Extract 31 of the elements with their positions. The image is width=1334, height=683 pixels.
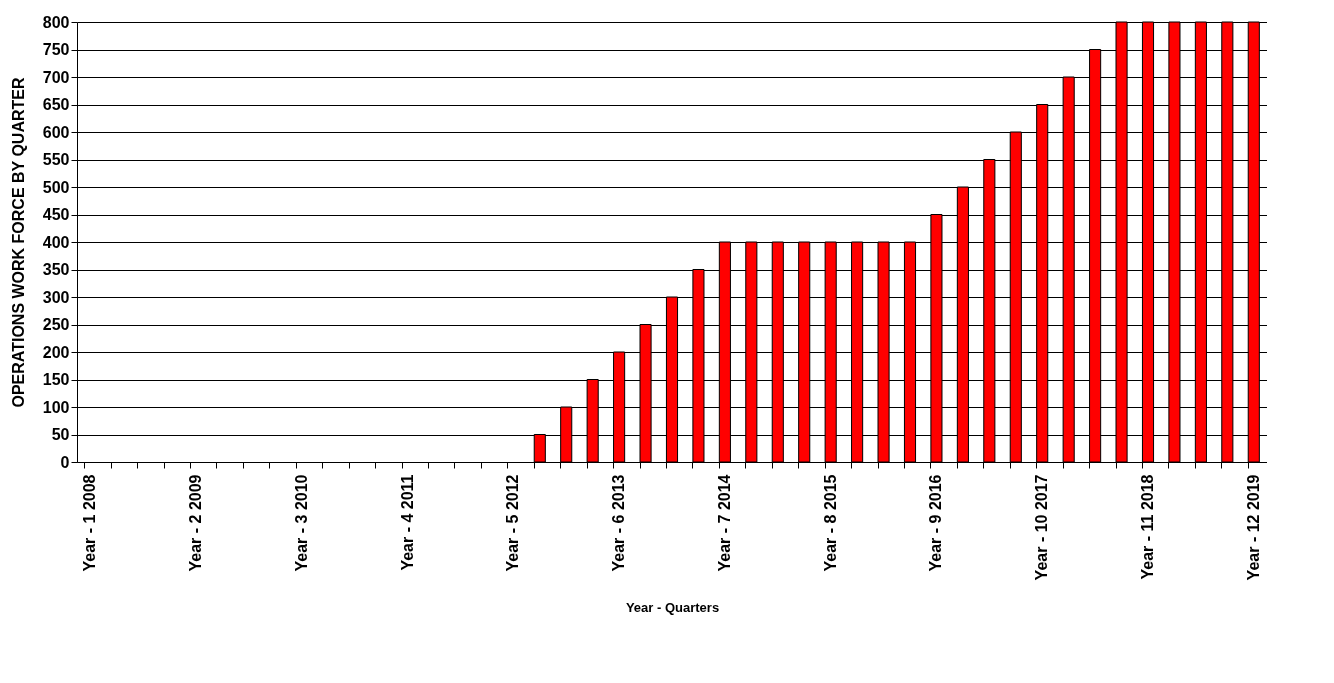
x-axis-title: Year - Quarters <box>625 600 720 616</box>
y-tick-label: 350 <box>42 261 70 278</box>
x-tick-label: Year - 1 2008 <box>81 474 99 572</box>
x-tick-label: Year - 10 2017 <box>1033 474 1051 581</box>
y-tick-label: 450 <box>42 206 70 223</box>
y-tick-label: 50 <box>51 426 70 443</box>
y-tick-label: 550 <box>42 151 70 168</box>
y-tick-label: 0 <box>60 453 70 471</box>
x-tick-label: Year - 6 2013 <box>610 474 628 572</box>
x-tick-label: Year - 12 2019 <box>1244 474 1262 581</box>
x-tick-label: Year - 9 2016 <box>927 474 945 572</box>
y-tick-label: 500 <box>42 178 70 196</box>
x-tick-label: Year - 3 2010 <box>292 474 310 572</box>
x-tick-label: Year - 2 2009 <box>187 474 204 572</box>
y-tick-label: 300 <box>42 288 70 306</box>
y-tick-label: 600 <box>42 123 70 141</box>
x-tick-label: Year - 5 2012 <box>504 474 522 572</box>
x-tick-label: Year - 4 2011 <box>398 474 416 571</box>
y-tick-label: 750 <box>42 41 70 58</box>
x-tick-label: Year - 7 2014 <box>715 474 733 572</box>
y-tick-label: 250 <box>42 316 70 333</box>
x-tick-label: Year - 11 2018 <box>1139 474 1156 580</box>
y-tick-label: 800 <box>42 13 70 31</box>
y-tick-label: 400 <box>42 233 70 251</box>
y-tick-label: 100 <box>42 398 70 416</box>
y-tick-label: 200 <box>42 343 70 361</box>
y-axis-title: OPERATIONS WORK FORCE BY QUARTER <box>9 77 27 408</box>
y-tick-label: 650 <box>42 96 70 113</box>
x-tick-label: Year - 8 2015 <box>821 474 839 572</box>
y-tick-label: 700 <box>42 68 70 86</box>
y-tick-label: 150 <box>42 371 70 388</box>
